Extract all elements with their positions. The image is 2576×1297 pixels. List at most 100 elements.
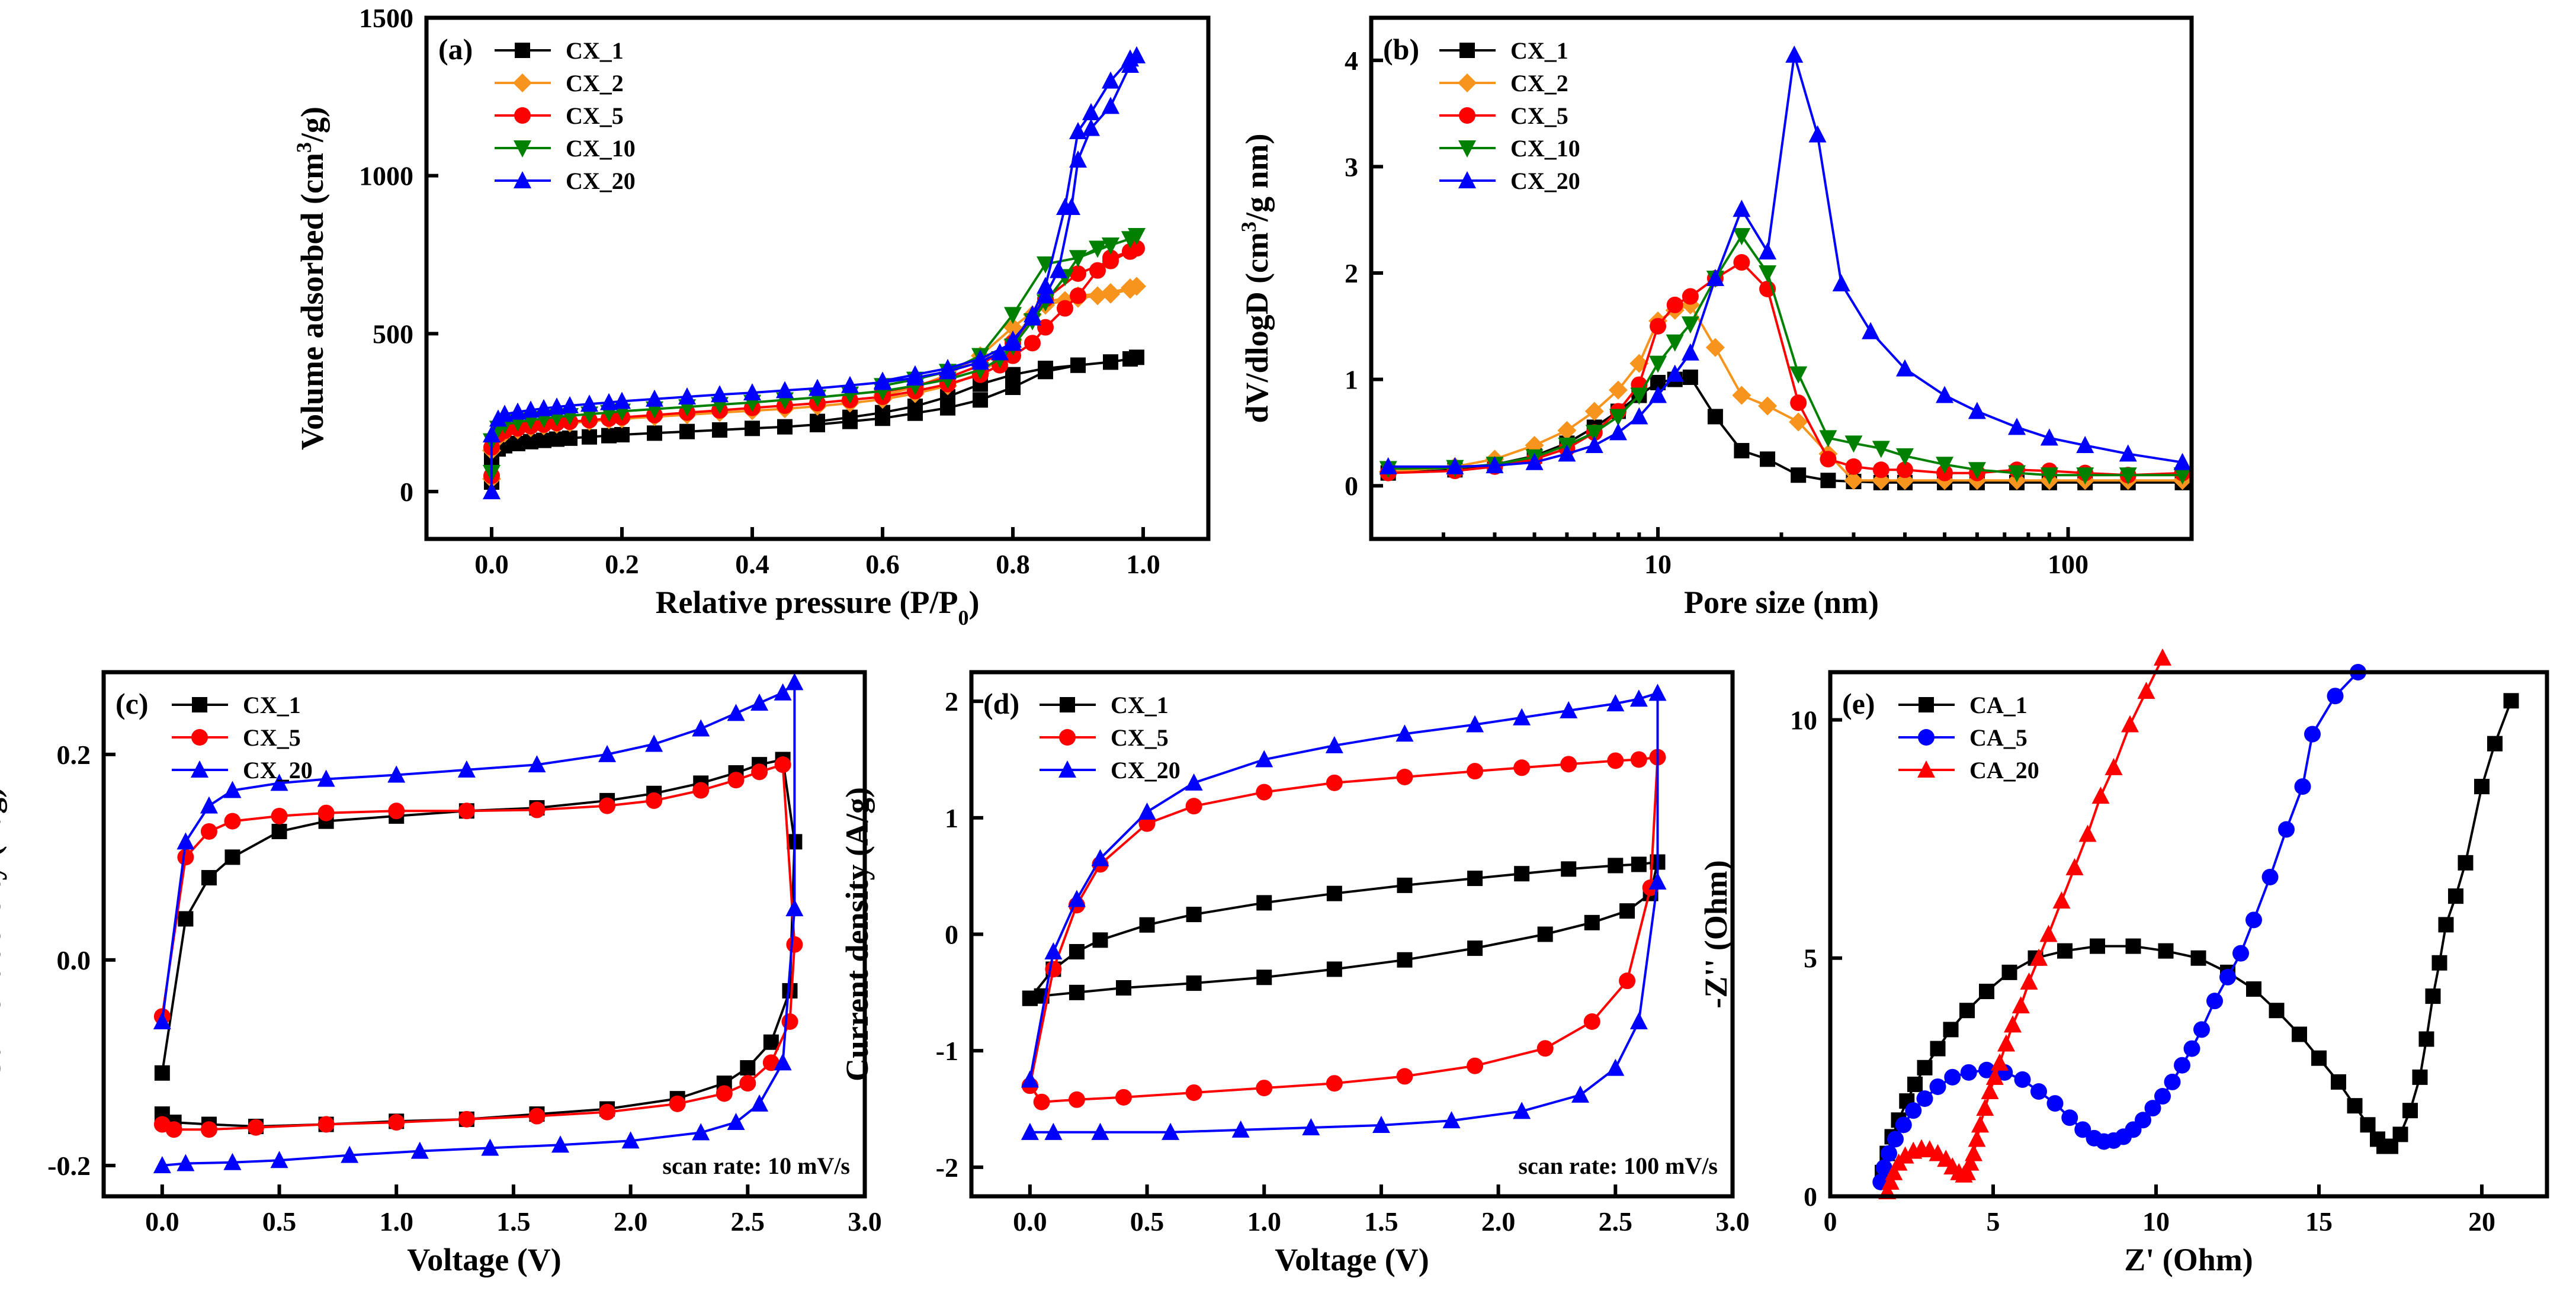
data-point [1905, 1102, 1922, 1119]
data-point [678, 387, 696, 404]
data-point [786, 936, 803, 953]
data-point [1561, 861, 1577, 877]
data-point [1372, 1116, 1390, 1134]
y-tick-label: 0 [1345, 471, 1358, 501]
data-point [1759, 242, 1777, 260]
legend-label: CX_10 [1510, 135, 1580, 162]
legend-label: CX_5 [1510, 102, 1568, 129]
data-point [153, 1012, 171, 1029]
data-point [1514, 866, 1530, 882]
data-point [1102, 237, 1119, 255]
data-point [1082, 118, 1100, 136]
data-point [1185, 773, 1203, 791]
data-point [483, 482, 501, 499]
data-point [1585, 425, 1603, 442]
data-point [712, 422, 727, 438]
data-point [177, 1154, 195, 1171]
data-point [785, 899, 804, 917]
data-point [1607, 752, 1624, 769]
data-point [551, 1135, 569, 1153]
data-point [224, 849, 240, 865]
data-point [2331, 1074, 2346, 1090]
data-point [1537, 926, 1553, 942]
data-point [2245, 911, 2262, 929]
x-tick-label: 0.5 [262, 1206, 297, 1237]
data-point [2030, 1083, 2047, 1100]
y-axis-label: Current density (A/g) [0, 787, 7, 1081]
data-point [777, 419, 793, 435]
data-point [1069, 984, 1085, 1000]
legend-marker [514, 107, 531, 124]
data-point [841, 375, 859, 393]
legend-label: CX_20 [566, 168, 636, 194]
data-point [1005, 367, 1021, 383]
data-point [1021, 1070, 1039, 1088]
series-line-CX_20 [1028, 691, 1659, 1134]
data-point [2327, 688, 2344, 705]
data-point [548, 397, 566, 415]
data-point [458, 1110, 475, 1128]
y-tick-label: 1000 [359, 161, 413, 191]
data-point [2020, 972, 2038, 990]
data-point [1101, 283, 1120, 302]
data-point [1045, 961, 1062, 978]
data-point [1024, 335, 1041, 352]
data-point [528, 755, 546, 773]
series-line-CX_5 [1028, 756, 1659, 1103]
series-line-CX_20 [1388, 54, 2183, 468]
data-point [1102, 252, 1119, 269]
data-point [1396, 769, 1413, 785]
data-point [1092, 932, 1108, 948]
data-point [2448, 888, 2463, 904]
data-point [1571, 1085, 1589, 1103]
data-point [317, 769, 335, 787]
data-point [1326, 885, 1342, 901]
data-point [692, 1123, 710, 1141]
data-point [874, 371, 891, 389]
y-axis-label: Volume adsorbed (cm3/g) [292, 107, 330, 450]
data-point [2074, 1121, 2091, 1138]
data-point [1070, 287, 1086, 304]
data-point [1089, 262, 1106, 279]
data-point [1997, 1034, 2015, 1052]
y-tick-label: 10 [1790, 705, 1817, 735]
data-point [1917, 1060, 1933, 1076]
series-line-CX_5 [1388, 261, 2183, 477]
data-point [154, 1065, 170, 1081]
data-point [1116, 980, 1131, 996]
y-tick-label: 0 [945, 920, 958, 950]
data-point [1885, 1163, 1903, 1180]
data-point [1089, 240, 1106, 258]
data-point [781, 1013, 798, 1030]
legend-marker [515, 43, 530, 58]
data-point [1069, 122, 1087, 139]
data-point [1022, 990, 1038, 1006]
data-point [1976, 1099, 1994, 1116]
data-point [1138, 802, 1156, 820]
y-tick-label: -0.2 [47, 1151, 91, 1181]
data-point [1844, 471, 1863, 490]
data-point [614, 427, 630, 442]
data-point [2040, 428, 2058, 446]
data-point [1929, 1078, 1946, 1095]
data-point [1558, 444, 1576, 462]
data-point [2001, 964, 2017, 980]
data-point [1991, 1053, 2009, 1071]
x-tick-label: 5 [1987, 1206, 2000, 1237]
data-point [1666, 296, 1683, 313]
data-point [1513, 1102, 1531, 1119]
data-point [1968, 462, 1986, 480]
data-point [1881, 1145, 1897, 1162]
data-point [669, 1095, 686, 1112]
plot-frame [101, 670, 867, 1199]
x-axis-label: Voltage (V) [407, 1242, 561, 1277]
data-point [1943, 1022, 1959, 1038]
data-point [763, 1034, 779, 1050]
data-point [1056, 198, 1074, 215]
data-point [1733, 200, 1751, 217]
data-point [1734, 442, 1750, 458]
y-axis-label: Current density (A/g) [839, 787, 875, 1081]
data-point [1396, 1068, 1413, 1085]
data-point [2294, 778, 2311, 795]
legend-marker [514, 171, 531, 188]
